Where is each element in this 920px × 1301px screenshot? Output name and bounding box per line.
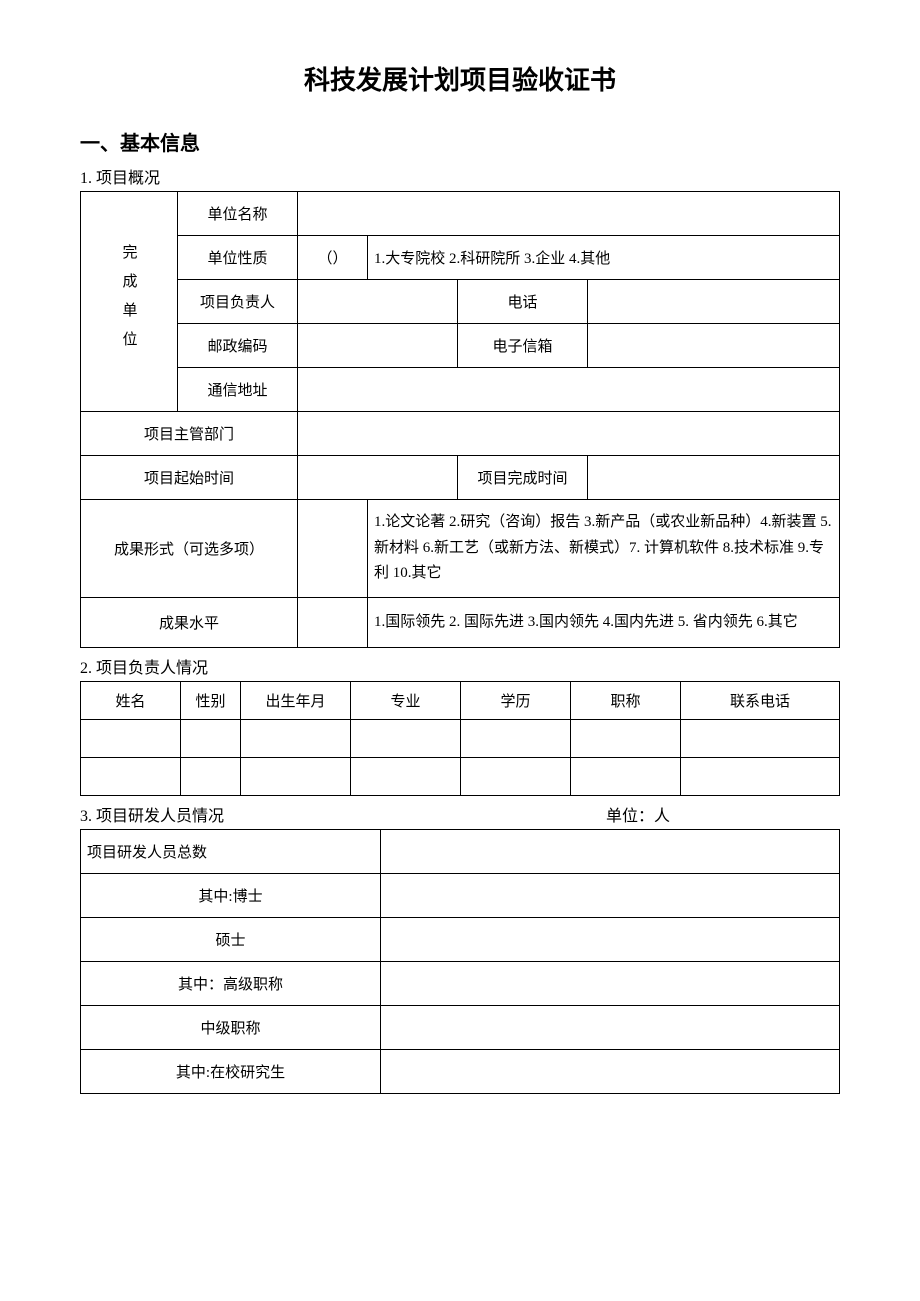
cell[interactable]: [571, 719, 681, 757]
unit-type-value[interactable]: （）: [298, 236, 368, 280]
col-edu: 学历: [461, 681, 571, 719]
row-senior: 其中：高级职称: [81, 961, 381, 1005]
end-time-label: 项目完成时间: [458, 456, 588, 500]
cell[interactable]: [351, 719, 461, 757]
cell[interactable]: [181, 719, 241, 757]
page-title: 科技发展计划项目验收证书: [80, 60, 840, 97]
col-birth: 出生年月: [241, 681, 351, 719]
table-row: 项目主管部门: [81, 412, 840, 456]
result-level-label: 成果水平: [81, 597, 298, 647]
table-row: 其中：高级职称: [81, 961, 840, 1005]
row-mid: 中级职称: [81, 1005, 381, 1049]
row-phd: 其中:博士: [81, 873, 381, 917]
col-title: 职称: [571, 681, 681, 719]
col-name: 姓名: [81, 681, 181, 719]
cell[interactable]: [241, 719, 351, 757]
cell[interactable]: [571, 757, 681, 795]
phone-label: 电话: [458, 280, 588, 324]
project-overview-table: 完成单位 单位名称 单位性质 （） 1.大专院校 2.科研院所 3.企业 4.其…: [80, 191, 840, 648]
leader-value[interactable]: [298, 280, 458, 324]
row-master: 硕士: [81, 917, 381, 961]
table-row: 硕士: [81, 917, 840, 961]
table-row: 其中:在校研究生: [81, 1049, 840, 1093]
dept-value[interactable]: [298, 412, 840, 456]
cell[interactable]: [461, 719, 571, 757]
table-row: 邮政编码 电子信箱: [81, 324, 840, 368]
cell[interactable]: [351, 757, 461, 795]
sub-3-heading: 3. 项目研发人员情况: [80, 802, 224, 826]
sub-3-unit: 单位：人: [606, 802, 670, 826]
table-row: 完成单位 单位名称: [81, 192, 840, 236]
table-row: 项目起始时间 项目完成时间: [81, 456, 840, 500]
phone-value[interactable]: [588, 280, 840, 324]
unit-block-label: 完成单位: [81, 192, 178, 412]
postcode-label: 邮政编码: [178, 324, 298, 368]
table-row: 单位性质 （） 1.大专院校 2.科研院所 3.企业 4.其他: [81, 236, 840, 280]
result-form-value[interactable]: [298, 500, 368, 598]
postcode-value[interactable]: [298, 324, 458, 368]
unit-name-value[interactable]: [298, 192, 840, 236]
col-phone: 联系电话: [681, 681, 840, 719]
cell[interactable]: [81, 757, 181, 795]
row-total: 项目研发人员总数: [81, 829, 381, 873]
start-time-value[interactable]: [298, 456, 458, 500]
table-header-row: 姓名 性别 出生年月 专业 学历 职称 联系电话: [81, 681, 840, 719]
cell[interactable]: [461, 757, 571, 795]
table-row: 成果水平 1.国际领先 2. 国际先进 3.国内领先 4.国内先进 5. 省内领…: [81, 597, 840, 647]
unit-type-options: 1.大专院校 2.科研院所 3.企业 4.其他: [368, 236, 840, 280]
row-mid-value[interactable]: [381, 1005, 840, 1049]
row-phd-value[interactable]: [381, 873, 840, 917]
cell[interactable]: [81, 719, 181, 757]
leader-table: 姓名 性别 出生年月 专业 学历 职称 联系电话: [80, 681, 840, 796]
cell[interactable]: [681, 757, 840, 795]
leader-label: 项目负责人: [178, 280, 298, 324]
address-label: 通信地址: [178, 368, 298, 412]
email-value[interactable]: [588, 324, 840, 368]
staff-table: 项目研发人员总数 其中:博士 硕士 其中：高级职称 中级职称 其中:在校研究生: [80, 829, 840, 1094]
table-row: [81, 757, 840, 795]
address-value[interactable]: [298, 368, 840, 412]
result-form-label: 成果形式（可选多项）: [81, 500, 298, 598]
start-time-label: 项目起始时间: [81, 456, 298, 500]
sub-1-heading: 1. 项目概况: [80, 164, 840, 188]
cell[interactable]: [241, 757, 351, 795]
col-major: 专业: [351, 681, 461, 719]
result-form-options: 1.论文论著 2.研究（咨询）报告 3.新产品（或农业新品种）4.新装置 5.新…: [368, 500, 840, 598]
row-senior-value[interactable]: [381, 961, 840, 1005]
result-level-value[interactable]: [298, 597, 368, 647]
row-grad-value[interactable]: [381, 1049, 840, 1093]
sub-2-heading: 2. 项目负责人情况: [80, 654, 840, 678]
cell[interactable]: [181, 757, 241, 795]
dept-label: 项目主管部门: [81, 412, 298, 456]
table-row: 项目负责人 电话: [81, 280, 840, 324]
section-1-heading: 一、基本信息: [80, 127, 840, 156]
page: 科技发展计划项目验收证书 一、基本信息 1. 项目概况 完成单位 单位名称 单位…: [0, 0, 920, 1134]
row-grad: 其中:在校研究生: [81, 1049, 381, 1093]
row-total-value[interactable]: [381, 829, 840, 873]
table-row: 成果形式（可选多项） 1.论文论著 2.研究（咨询）报告 3.新产品（或农业新品…: [81, 500, 840, 598]
table-row: 其中:博士: [81, 873, 840, 917]
unit-name-label: 单位名称: [178, 192, 298, 236]
col-gender: 性别: [181, 681, 241, 719]
row-master-value[interactable]: [381, 917, 840, 961]
table-row: [81, 719, 840, 757]
end-time-value[interactable]: [588, 456, 840, 500]
email-label: 电子信箱: [458, 324, 588, 368]
table-row: 项目研发人员总数: [81, 829, 840, 873]
result-level-options: 1.国际领先 2. 国际先进 3.国内领先 4.国内先进 5. 省内领先 6.其…: [368, 597, 840, 647]
cell[interactable]: [681, 719, 840, 757]
table-row: 中级职称: [81, 1005, 840, 1049]
table-row: 通信地址: [81, 368, 840, 412]
sub-3-heading-row: 3. 项目研发人员情况 单位：人: [80, 802, 840, 826]
unit-type-label: 单位性质: [178, 236, 298, 280]
